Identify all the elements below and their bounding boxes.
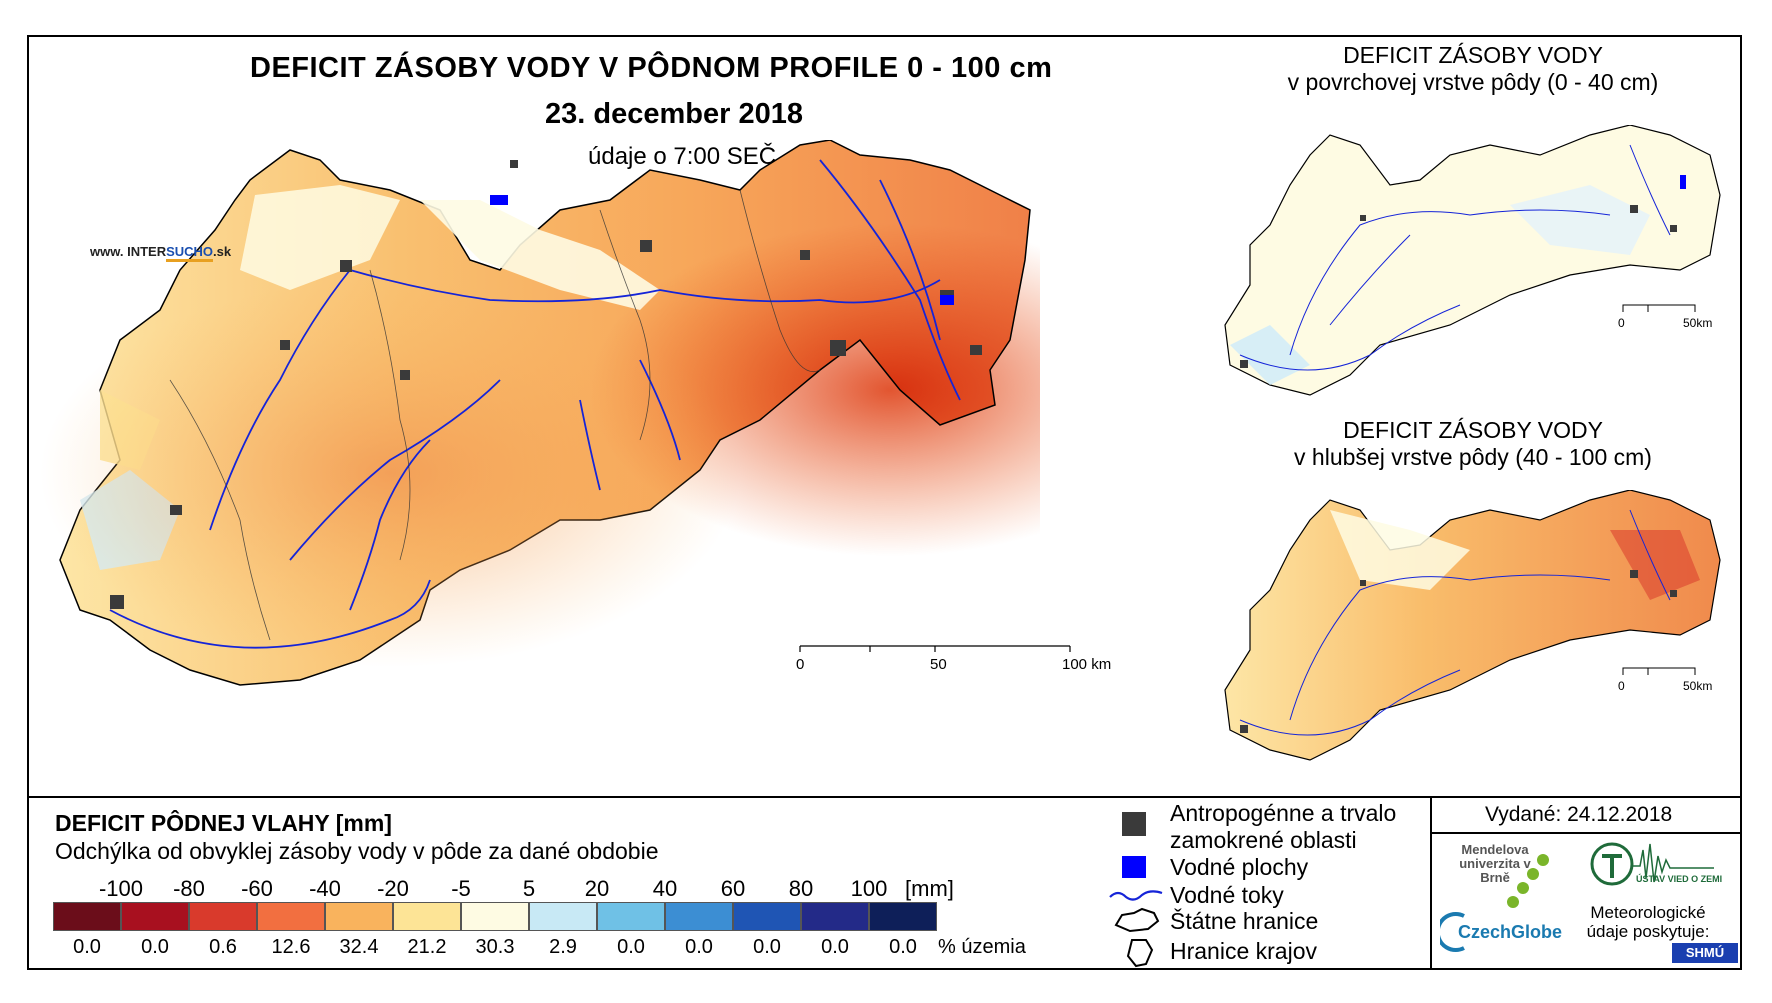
legend-percent: 0.0 bbox=[753, 936, 781, 958]
inset-bottom-scale-bar bbox=[1622, 667, 1696, 675]
map-time: údaje o 7:00 SEČ bbox=[588, 143, 777, 170]
legend-boundary: 60 bbox=[720, 876, 746, 901]
legend-boundary: -40 bbox=[309, 876, 341, 901]
main-scale-50: 50 bbox=[930, 656, 947, 673]
main-scale-0: 0 bbox=[796, 656, 805, 673]
legend-percent: 32.4 bbox=[339, 936, 379, 958]
map-date: 23. december 2018 bbox=[545, 98, 803, 130]
legend-percent: 0.0 bbox=[73, 936, 101, 958]
legend-swatch bbox=[869, 902, 937, 931]
inset-bottom-map bbox=[1224, 490, 1721, 761]
legend-percent: 12.6 bbox=[271, 936, 311, 958]
legend-percent: 0.0 bbox=[141, 936, 169, 958]
inset-top-scale-bar bbox=[1622, 304, 1696, 312]
czechglobe-logo: CzechGlobe bbox=[1458, 922, 1563, 942]
legend-unit-mm: [mm] bbox=[905, 876, 954, 901]
water-body-label: Vodné plochy bbox=[1170, 854, 1309, 880]
legend-subtitle: Odchýlka od obvyklej zásoby vody v pôde … bbox=[55, 838, 659, 864]
legend-boundary: -100 bbox=[98, 876, 144, 901]
map-title: DEFICIT ZÁSOBY VODY V PÔDNOM PROFILE 0 -… bbox=[250, 52, 1053, 84]
issued-underline bbox=[1430, 832, 1742, 834]
legend-swatch bbox=[53, 902, 121, 931]
legend-swatch bbox=[393, 902, 461, 931]
river-label: Vodné toky bbox=[1170, 882, 1284, 908]
legend-swatch bbox=[529, 902, 597, 931]
uvz-logo-icon bbox=[1590, 842, 1714, 886]
legend-percent: 0.0 bbox=[889, 936, 917, 958]
meteo-provider-label: Meteorologické údaje poskytuje: bbox=[1586, 903, 1710, 941]
issued-date: Vydané: 24.12.2018 bbox=[1485, 803, 1673, 826]
legend-boundary: -20 bbox=[377, 876, 409, 901]
legend-percent: 2.9 bbox=[549, 936, 577, 958]
legend-percent: 0.0 bbox=[617, 936, 645, 958]
legend-swatch bbox=[325, 902, 393, 931]
inset-bottom-scale-0: 0 bbox=[1618, 679, 1625, 693]
legend-percent: 30.3 bbox=[475, 936, 515, 958]
legend-unit-percent: % územia bbox=[938, 936, 1026, 958]
legend-boundary: 80 bbox=[788, 876, 814, 901]
urban-area-swatch bbox=[1122, 812, 1146, 836]
legend-swatch bbox=[189, 902, 257, 931]
legend-swatch bbox=[597, 902, 665, 931]
legend-boundary: 40 bbox=[652, 876, 678, 901]
legend-swatch bbox=[801, 902, 869, 931]
region-border-label: Hranice krajov bbox=[1170, 938, 1317, 964]
mendel-dots-icon bbox=[1507, 854, 1549, 908]
mendel-university-logo: Mendelova univerzita v Brně bbox=[1459, 842, 1531, 885]
region-border-icon bbox=[1126, 939, 1154, 968]
main-scale-100: 100 km bbox=[1062, 656, 1112, 673]
legend-boundary: 100 bbox=[850, 876, 888, 901]
legend-percent: 0.0 bbox=[685, 936, 713, 958]
inset-top-scale-0: 0 bbox=[1618, 316, 1625, 330]
legend-boundary: -60 bbox=[241, 876, 273, 901]
main-scale-bar bbox=[799, 645, 1071, 652]
urban-area-label: Antropogénne a trvalo zamokrené oblasti bbox=[1170, 800, 1397, 853]
legend-swatch bbox=[257, 902, 325, 931]
water-body-swatch bbox=[1122, 856, 1146, 878]
legend-percent: 0.0 bbox=[821, 936, 849, 958]
shmu-logo: SHMÚ bbox=[1672, 943, 1738, 963]
main-map bbox=[40, 140, 1040, 695]
state-border-label: Štátne hranice bbox=[1170, 908, 1319, 934]
inset-top-title: DEFICIT ZÁSOBY VODY v povrchovej vrstve … bbox=[1287, 42, 1659, 95]
issued-divider bbox=[1430, 796, 1432, 970]
state-border-icon bbox=[1114, 907, 1160, 933]
legend-percent: 21.2 bbox=[407, 936, 447, 958]
inset-bottom-title: DEFICIT ZÁSOBY VODY v hlubšej vrstve pôd… bbox=[1294, 417, 1652, 470]
legend-swatch bbox=[733, 902, 801, 931]
czechglobe-arc-icon bbox=[1440, 912, 1465, 952]
legend-boundary: 20 bbox=[584, 876, 610, 901]
legend-title: DEFICIT PÔDNEJ VLAHY [mm] bbox=[55, 810, 392, 836]
river-icon bbox=[1109, 890, 1163, 901]
legend-swatch bbox=[665, 902, 733, 931]
inset-top-map bbox=[1224, 125, 1721, 396]
intersucho-brand: www. INTERSUCHO.sk bbox=[90, 244, 231, 262]
legend-boundary: -5 bbox=[451, 876, 471, 901]
inset-bottom-scale-50: 50km bbox=[1683, 679, 1713, 693]
legend-boundary: -80 bbox=[173, 876, 205, 901]
uvz-logo-text: ÚSTAV VIED O ZEMI bbox=[1636, 874, 1723, 884]
legend-boundary: 5 bbox=[522, 876, 536, 901]
legend-separator bbox=[27, 796, 1742, 798]
legend-swatch bbox=[121, 902, 189, 931]
inset-top-scale-50: 50km bbox=[1683, 316, 1713, 330]
legend-swatch bbox=[461, 902, 529, 931]
legend-percent: 0.6 bbox=[209, 936, 237, 958]
